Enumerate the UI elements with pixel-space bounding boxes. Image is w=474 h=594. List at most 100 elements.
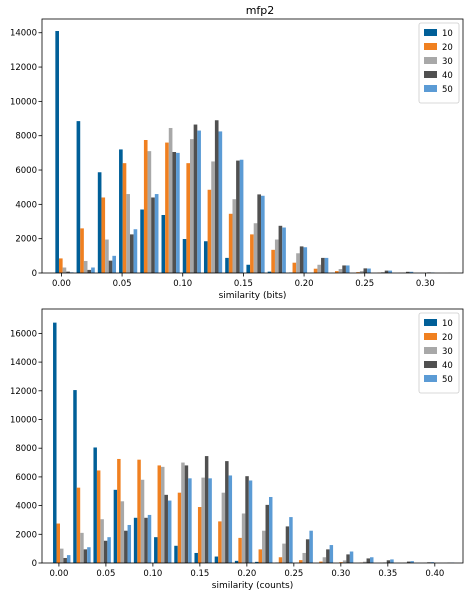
- bar-series-20-bin-10: [258, 549, 263, 563]
- bar-series-30-bin-14: [359, 271, 364, 273]
- bar-series-10-bin-3: [113, 489, 118, 563]
- bar-series-40-bin-4: [151, 197, 155, 273]
- bar-series-40-bin-1: [87, 269, 92, 273]
- legend-label-20: 20: [442, 333, 453, 343]
- bar-series-40-bin-2: [103, 540, 108, 563]
- bar-series-40-bin-17: [406, 561, 411, 563]
- bar-series-50-bin-14: [349, 551, 354, 563]
- bar-series-30-bin-12: [317, 264, 322, 273]
- x-tick-label: 0.00: [52, 279, 71, 289]
- figure-title: mfp2: [246, 4, 275, 17]
- bar-series-50-bin-1: [91, 267, 95, 273]
- plot-frame: [41, 308, 464, 564]
- bar-series-40-bin-3: [124, 530, 128, 563]
- bar-series-40-bin-16: [386, 560, 391, 563]
- bar-series-10-bin-6: [174, 545, 178, 563]
- bar-series-50-bin-12: [324, 257, 329, 273]
- bar-series-40-bin-13: [326, 549, 330, 563]
- bar-series-50-bin-0: [66, 555, 71, 563]
- bar-series-10-bin-7: [194, 552, 198, 563]
- bar-series-10-bin-7: [203, 241, 208, 273]
- bar-series-30-bin-3: [126, 194, 130, 273]
- bar-series-10-bin-1: [76, 121, 81, 273]
- bar-series-50-bin-6: [188, 478, 192, 563]
- bar-series-40-bin-5: [172, 152, 177, 273]
- bar-series-30-bin-5: [161, 466, 165, 563]
- bar-series-50-bin-11: [303, 247, 308, 273]
- x-tick-label: 0.20: [237, 569, 256, 579]
- bar-series-30-bin-15: [381, 272, 385, 273]
- bar-series-50-bin-16: [409, 271, 414, 273]
- top-histogram-chart: 0.00 0.05 0.10 0.15 0.20 0.25 0.30 0 2000 4000 600…: [10, 18, 464, 301]
- bar-series-50-bin-5: [176, 152, 180, 273]
- bar-series-30-bin-13: [338, 269, 343, 273]
- bar-series-50-bin-9: [260, 195, 265, 273]
- bar-series-30-bin-2: [100, 519, 104, 563]
- bar-series-50-bin-8: [228, 475, 233, 563]
- legend-label-50: 50: [442, 85, 453, 95]
- bar-series-20-bin-0: [58, 258, 63, 273]
- x-tick-label: 0.40: [425, 569, 444, 579]
- bar-series-40-bin-7: [214, 120, 219, 273]
- y-tick-label: 10000: [10, 97, 37, 107]
- bar-series-40-bin-8: [236, 160, 240, 273]
- bar-series-50-bin-12: [309, 530, 313, 563]
- bar-series-30-bin-9: [241, 513, 246, 563]
- bar-series-30-bin-11: [296, 253, 300, 273]
- bar-series-40-bin-10: [278, 225, 283, 273]
- bar-series-40-bin-14: [363, 268, 368, 273]
- bar-series-10-bin-10: [255, 561, 259, 563]
- bar-series-30-bin-1: [80, 532, 84, 563]
- bar-series-20-bin-9: [238, 537, 242, 563]
- x-tick-label: 0.10: [173, 279, 192, 289]
- bar-series-50-bin-11: [289, 517, 293, 563]
- bar-series-20-bin-6: [177, 492, 182, 563]
- x-tick-label: 0.20: [295, 279, 314, 289]
- bar-series-30-bin-7: [201, 477, 205, 563]
- bar-series-30-bin-0: [62, 267, 67, 273]
- y-tick-label: 10000: [10, 415, 37, 425]
- bar-series-40-bin-3: [129, 234, 134, 273]
- bar-series-40-bin-12: [305, 539, 310, 563]
- bar-series-10-bin-8: [214, 556, 219, 563]
- bar-series-40-bin-15: [366, 558, 371, 563]
- bar-series-20-bin-0: [56, 523, 60, 563]
- y-tick-label: 6000: [15, 473, 37, 483]
- bar-series-50-bin-9: [248, 480, 253, 563]
- legend-label-50: 50: [442, 375, 453, 385]
- bar-series-30-bin-15: [363, 561, 367, 563]
- bar-series-10-bin-5: [154, 537, 158, 563]
- bar-series-20-bin-9: [250, 234, 254, 273]
- x-tick-label: 0.15: [234, 279, 253, 289]
- bar-series-10-bin-4: [133, 517, 138, 563]
- bar-series-40-bin-2: [108, 260, 113, 273]
- y-tick-label: 0: [32, 559, 37, 569]
- bar-series-30-bin-5: [168, 127, 173, 273]
- bar-series-20-bin-4: [137, 459, 141, 563]
- y-tick-label: 16000: [10, 329, 37, 339]
- bar-series-10-bin-9: [234, 560, 239, 563]
- bar-series-50-bin-10: [268, 496, 273, 563]
- bar-series-50-bin-6: [197, 130, 201, 273]
- bar-series-50-bin-7: [218, 131, 223, 273]
- bar-series-40-bin-6: [184, 465, 189, 563]
- x-tick-label: 0.25: [284, 569, 303, 579]
- bar-series-40-bin-1: [83, 549, 88, 563]
- bar-series-30-bin-8: [221, 492, 226, 563]
- bar-series-20-bin-7: [197, 507, 202, 563]
- bar-series-40-bin-12: [321, 257, 325, 273]
- bar-series-20-bin-12: [298, 560, 303, 563]
- plot-frame: [41, 18, 464, 274]
- bar-series-40-bin-6: [193, 124, 198, 273]
- bar-series-50-bin-4: [154, 194, 159, 273]
- bar-series-20-bin-5: [157, 465, 162, 563]
- bar-series-40-bin-7: [204, 456, 209, 563]
- legend-swatch-30: [424, 347, 437, 354]
- bar-series-30-bin-1: [83, 260, 88, 273]
- y-tick-label: 14000: [10, 358, 37, 368]
- bar-series-30-bin-4: [147, 151, 152, 273]
- bar-series-30-bin-6: [181, 462, 185, 563]
- bar-series-50-bin-3: [133, 229, 138, 273]
- bar-series-40-bin-10: [265, 504, 269, 563]
- x-tick-label: 0.05: [96, 569, 115, 579]
